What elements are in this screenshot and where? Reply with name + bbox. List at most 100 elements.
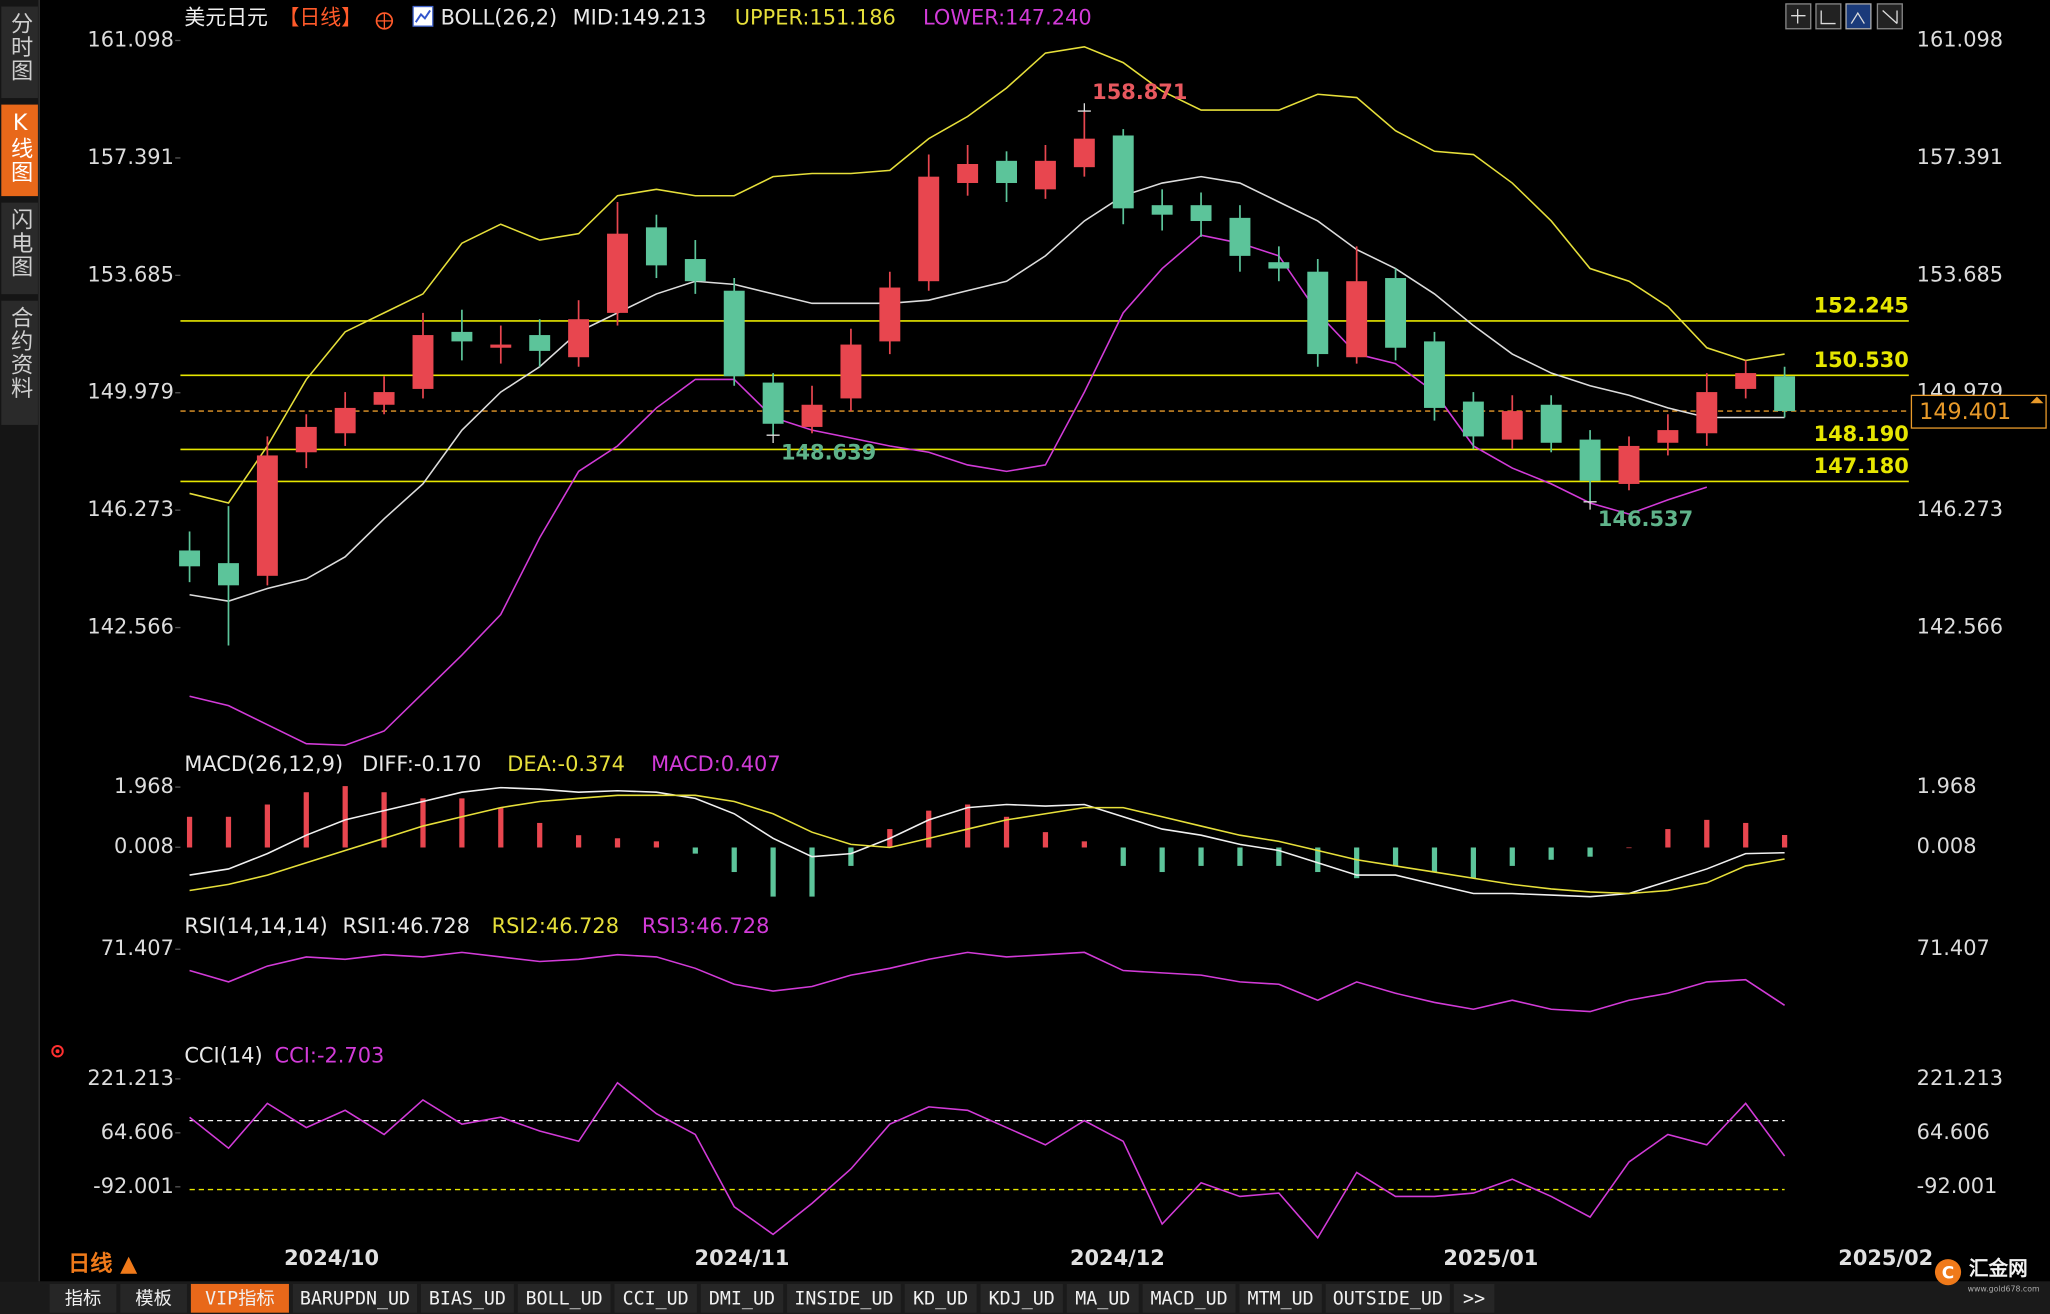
extreme-label: 148.639 — [781, 441, 876, 465]
footer-tab-label: KDJ_UD — [989, 1289, 1055, 1310]
candle-body — [801, 404, 823, 427]
y-tick-label: 1.968 — [114, 774, 174, 798]
indicator-line — [189, 1081, 1786, 1240]
candle-body — [1034, 160, 1056, 190]
footer-tab[interactable] — [1325, 1283, 1450, 1313]
settings-icon[interactable] — [51, 1044, 64, 1058]
y-tick-label: 149.979 — [87, 380, 173, 404]
settings-icon-dot — [55, 1049, 60, 1054]
footer-tab[interactable] — [904, 1283, 977, 1313]
level-label: 148.190 — [1814, 422, 1909, 446]
histogram-bar — [1042, 832, 1049, 848]
candle-body — [996, 160, 1017, 184]
level-label: 152.245 — [1814, 294, 1909, 318]
y-tick-label: 157.391 — [87, 145, 173, 169]
last-price-label: 149.401 — [1919, 399, 2011, 425]
footer-tab[interactable] — [1453, 1283, 1495, 1313]
histogram-bar — [459, 798, 465, 848]
indicator-line — [189, 175, 1785, 602]
tool-button[interactable] — [1845, 3, 1872, 30]
sidebar-tab-label: 闪电图 — [7, 207, 33, 278]
chart-title: 美元日元 — [184, 5, 268, 29]
sidebar-tab[interactable] — [1, 300, 38, 425]
y-tick-label-right: 161.098 — [1917, 28, 2003, 52]
histogram-bar — [1354, 847, 1360, 879]
histogram-bar — [342, 786, 348, 848]
footer-tab[interactable] — [517, 1283, 611, 1313]
sidebar-tab[interactable] — [1, 104, 38, 197]
last-price-arrow — [2030, 396, 2044, 404]
histogram-bar — [303, 792, 309, 848]
y-tick-label-right: 153.685 — [1917, 262, 2003, 286]
histogram-bar — [692, 847, 698, 854]
candle-body — [645, 227, 667, 266]
legend-entry: MACD:0.407 — [651, 752, 781, 776]
candle-body — [1385, 278, 1407, 348]
footer-tab-label: OUTSIDE_UD — [1333, 1289, 1443, 1310]
candle-body — [334, 407, 356, 434]
logo-text: 汇金网 — [1969, 1257, 2028, 1280]
footer-tab[interactable] — [700, 1283, 784, 1313]
candle-body — [1073, 138, 1095, 168]
histogram-bar — [1470, 847, 1476, 879]
y-tick-label: 71.407 — [101, 936, 174, 960]
last-price-box — [1910, 394, 2047, 429]
candle-body — [1501, 411, 1523, 440]
candle-body — [1462, 401, 1484, 437]
histogram-bar — [1509, 847, 1515, 866]
candle-body — [529, 335, 551, 351]
period-switch[interactable]: 日线 ▲ — [68, 1250, 138, 1277]
footer-tab-label: INSIDE_UD — [794, 1289, 893, 1310]
indicator-line — [189, 786, 1785, 898]
histogram-bar — [1315, 847, 1321, 873]
footer-tab[interactable] — [1239, 1283, 1322, 1313]
candle-body — [1424, 341, 1445, 408]
footer-tab[interactable] — [1066, 1283, 1139, 1313]
level-label: 147.180 — [1814, 454, 1909, 478]
y-tick-label-right: 1.968 — [1917, 774, 1977, 798]
logo-glyph: C — [1942, 1263, 1954, 1283]
candle-body — [918, 176, 940, 282]
histogram-bar — [1665, 829, 1671, 848]
y-tick-label-right: 157.391 — [1917, 145, 2003, 169]
footer-tab[interactable] — [120, 1283, 187, 1313]
footer-tab[interactable] — [980, 1283, 1063, 1313]
logo-icon — [1934, 1259, 1962, 1286]
histogram-bar — [381, 792, 387, 848]
footer-tab-label: BARUPDN_UD — [300, 1289, 410, 1310]
extreme-label: 146.537 — [1598, 507, 1693, 531]
histogram-bar — [1198, 847, 1204, 866]
toolbar — [1785, 3, 1903, 30]
footer-tab[interactable] — [292, 1283, 418, 1313]
footer-tab-label: VIP指标 — [205, 1289, 275, 1310]
sidebar-tab-label: 分时图 — [7, 11, 33, 82]
y-tick-label: 153.685 — [87, 262, 173, 286]
footer-tab-label: BIAS_UD — [429, 1289, 506, 1310]
histogram-bar — [225, 816, 232, 848]
histogram-bar — [614, 838, 621, 848]
footer-tab[interactable] — [49, 1283, 117, 1313]
legend-entry: DIFF:-0.170 — [362, 752, 481, 776]
histogram-bar — [770, 847, 776, 897]
sidebar-tab[interactable] — [1, 6, 38, 99]
histogram-bar — [731, 847, 737, 873]
footer-tab[interactable] — [190, 1283, 289, 1313]
sidebar-tab[interactable] — [1, 202, 38, 295]
footer-tab-label: MA_UD — [1075, 1289, 1130, 1310]
footer-tab[interactable] — [420, 1283, 514, 1313]
footer-tab[interactable] — [787, 1283, 901, 1313]
x-tick-label: 2025/02 — [1838, 1246, 1933, 1270]
y-tick-label: 142.566 — [87, 615, 173, 639]
legend-entry: DEA:-0.374 — [507, 752, 625, 776]
footer-tab[interactable] — [614, 1283, 697, 1313]
footer-tab-label: >> — [1463, 1289, 1485, 1310]
footer-tab[interactable] — [1142, 1283, 1236, 1313]
candle-body — [295, 426, 317, 453]
y-tick-label: 221.213 — [87, 1066, 173, 1090]
tool-button[interactable] — [1815, 3, 1842, 30]
level-label: 150.530 — [1814, 348, 1909, 372]
y-tick-label: 64.606 — [101, 1120, 174, 1144]
candle-body — [412, 335, 434, 389]
